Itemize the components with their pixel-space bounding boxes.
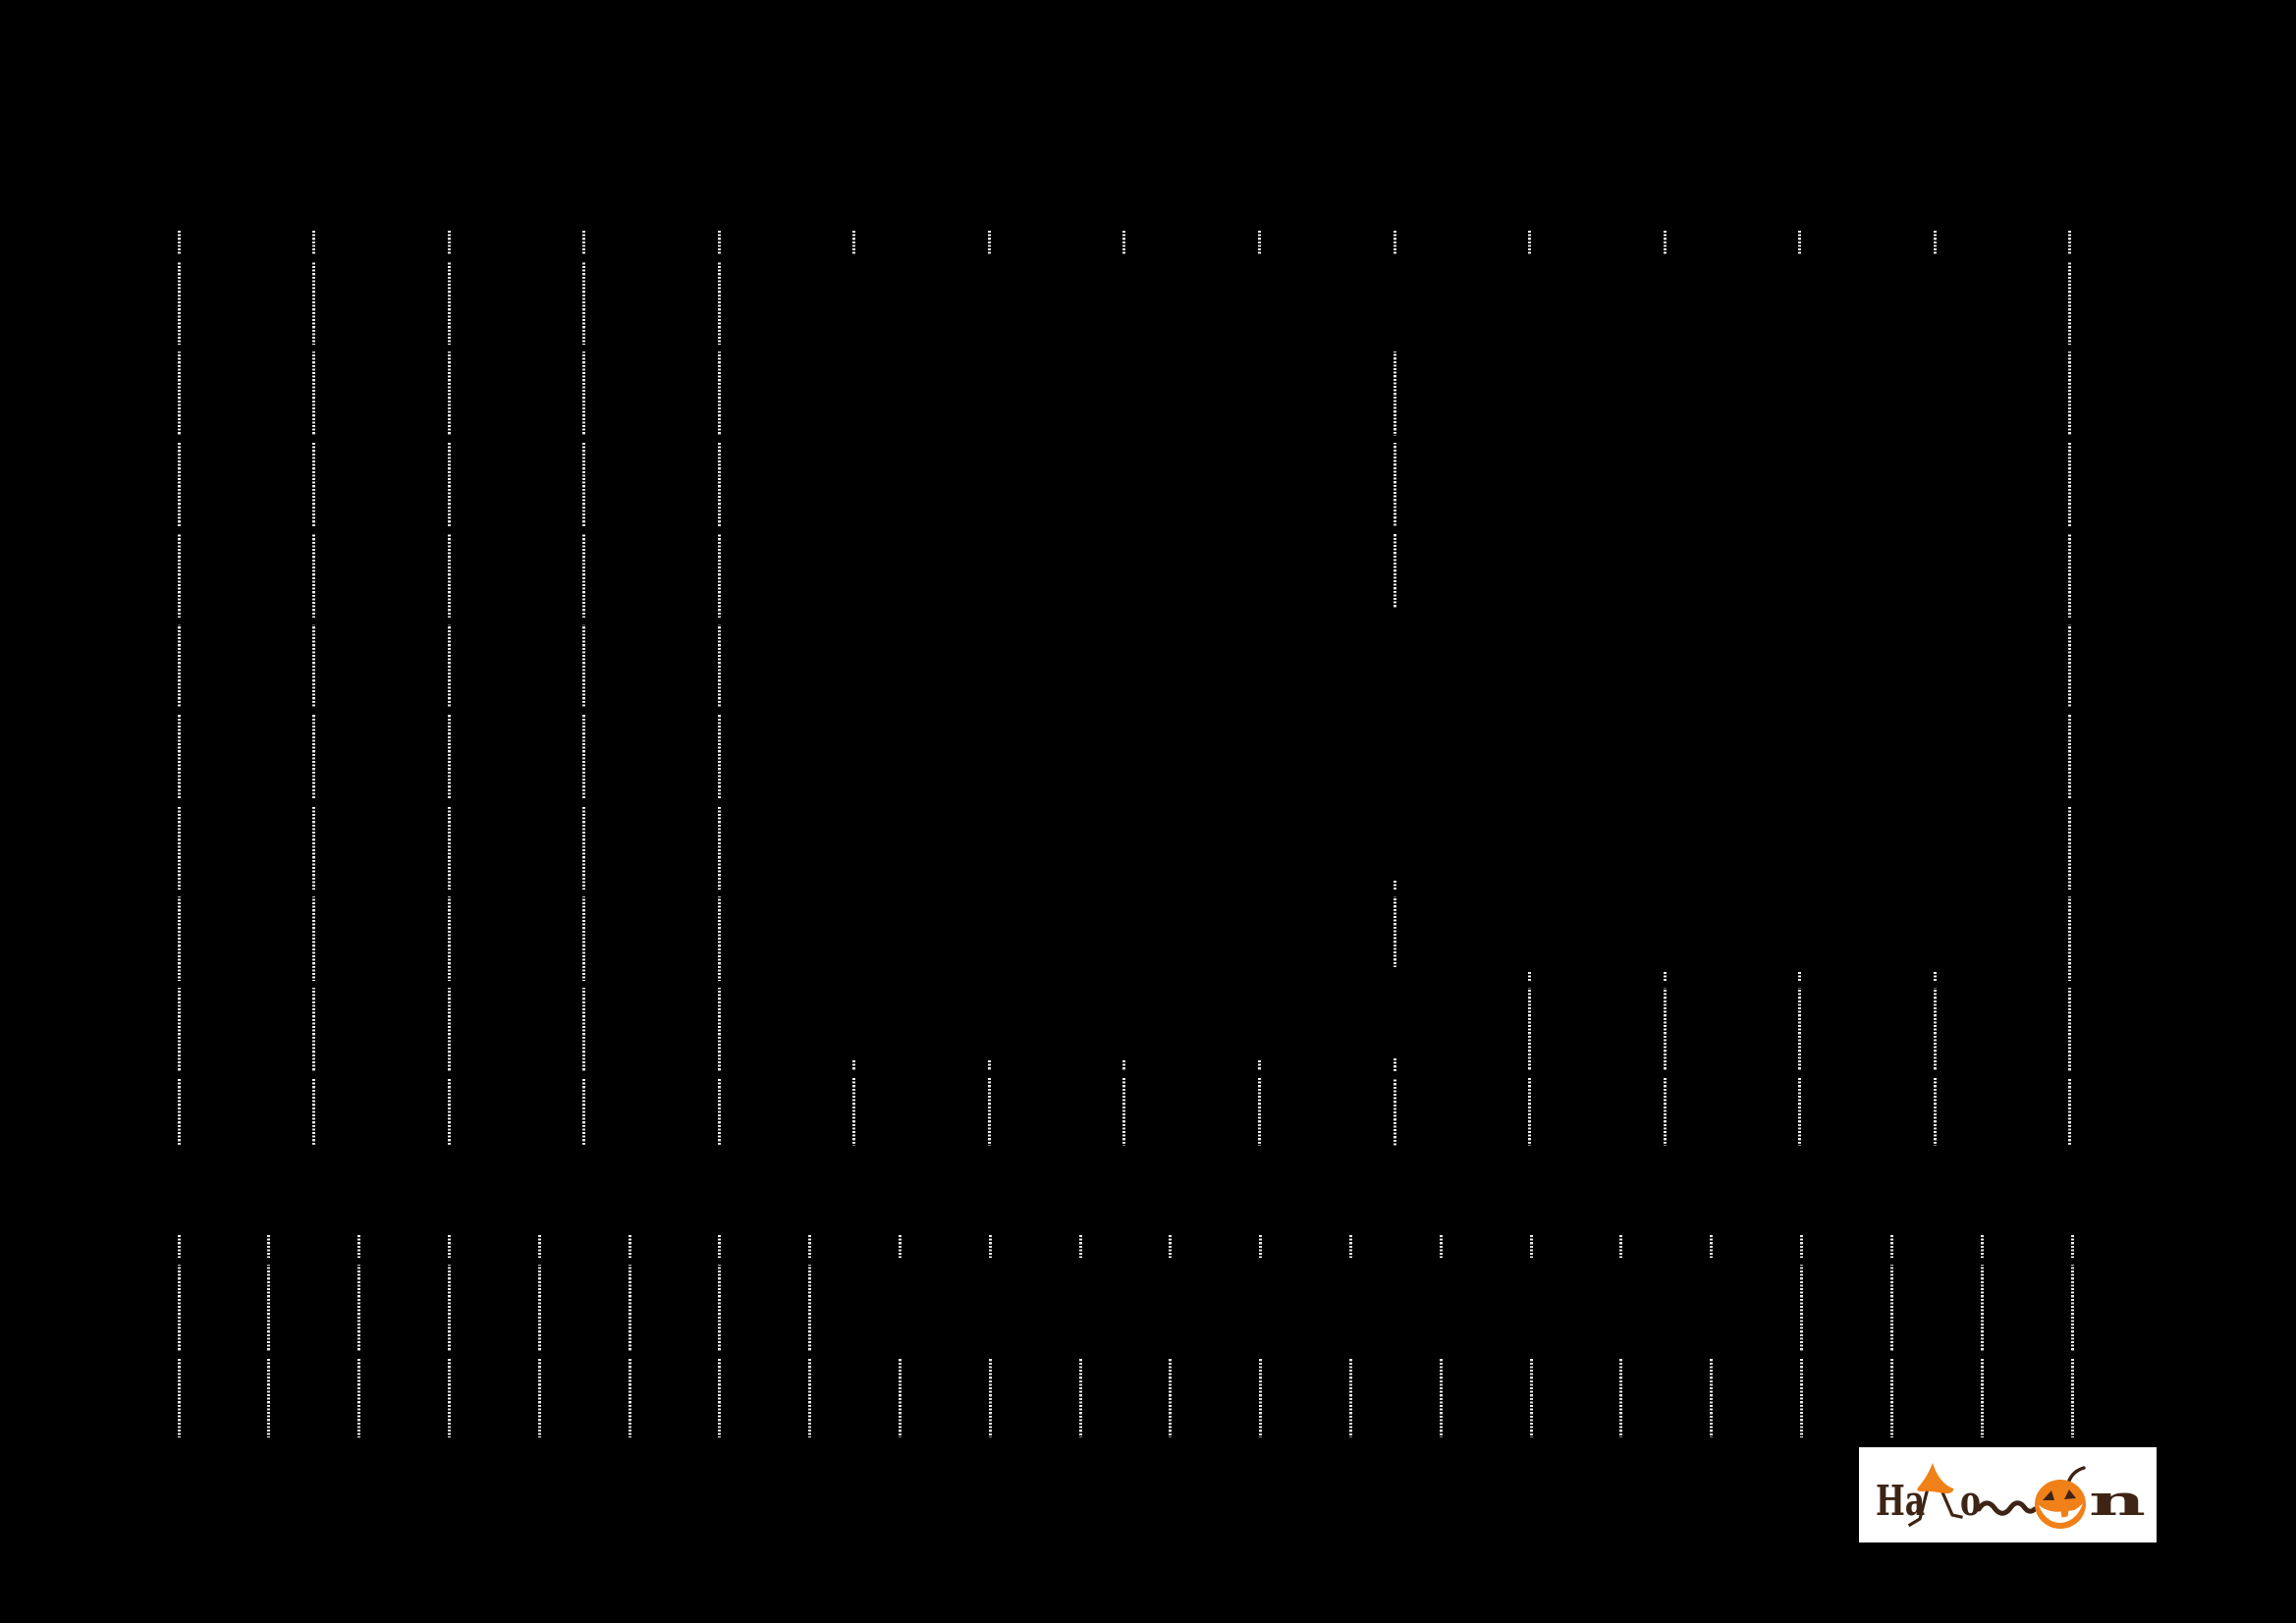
gridline-segment (1528, 972, 1532, 1146)
gridline-segment (1889, 1235, 1893, 1437)
gridline-segment (1078, 1235, 1082, 1261)
grid-gap-bar (167, 435, 2084, 443)
gridline-segment (1259, 1235, 1263, 1261)
gridline-segment (357, 1235, 361, 1437)
gridline-segment (898, 1352, 902, 1437)
gridline-segment (447, 1235, 451, 1437)
gridline-segment (582, 231, 586, 1146)
gridline-segment (628, 1235, 631, 1437)
gridline-segment (1439, 1235, 1443, 1261)
grid-gap-bar (167, 1071, 2084, 1078)
gridline-segment (988, 1352, 992, 1437)
gridline-segment (852, 231, 856, 257)
gridline-segment (1619, 1235, 1623, 1261)
witch-hat-icon (1917, 1463, 1954, 1494)
gridline-segment (1169, 1352, 1173, 1437)
gridline-segment (1393, 881, 1396, 967)
grid-gap-bar (167, 1351, 2084, 1359)
gridline-segment (898, 1235, 902, 1261)
gridline-segment (1529, 1352, 1533, 1437)
grid-gap-bar (167, 798, 2084, 806)
gridline-segment (1798, 231, 1802, 257)
pumpkin-left-eye (2043, 1490, 2054, 1500)
gridline-segment (1393, 351, 1396, 609)
logo-text-n: n (2089, 1477, 2147, 1525)
logo-art (1907, 1463, 2086, 1529)
gridline-segment (1528, 231, 1532, 257)
gridline-segment (1980, 1235, 1984, 1437)
tilde-swash (1976, 1500, 2038, 1516)
grid-gap-bar (167, 980, 2084, 988)
pumpkin-stem-icon (2067, 1466, 2086, 1483)
gridline-segment (2070, 1235, 2074, 1437)
grid-gap-bar (167, 526, 2084, 533)
grid-gap-bar (167, 617, 2084, 624)
logo-text-ha: Ha (1876, 1477, 1926, 1525)
grid-gap-bar (167, 345, 2084, 352)
gridline-segment (1393, 1058, 1396, 1146)
gridline-segment (1529, 1235, 1533, 1261)
gridline-segment (537, 1235, 541, 1437)
gridline-segment (1349, 1352, 1353, 1437)
gridline-segment (988, 1235, 992, 1261)
gridline-segment (1078, 1352, 1082, 1437)
grid-gap-bar (167, 708, 2084, 715)
gridline-segment (447, 231, 451, 1146)
gridline-segment (1798, 972, 1802, 1146)
gridline-segment (1663, 972, 1667, 1146)
gridline-segment (1710, 1352, 1714, 1437)
gridline-segment (1663, 231, 1667, 257)
gridline-segment (177, 231, 181, 1146)
grid-gap-bar (167, 253, 2084, 261)
pumpkin-right-eye (2064, 1489, 2076, 1499)
gridline-segment (1933, 231, 1937, 257)
gridline-segment (312, 231, 316, 1146)
gridline-segment (1122, 1060, 1126, 1146)
halloon-logo-watermark: Ha o n (1859, 1447, 2157, 1542)
gridline-segment (1258, 1060, 1262, 1146)
gridline-segment (177, 1235, 181, 1437)
gridline-segment (1800, 1235, 1804, 1437)
gridline-segment (1393, 231, 1396, 257)
gridline-segment (1258, 231, 1262, 257)
gridline-segment (1619, 1352, 1623, 1437)
gridline-segment (717, 231, 721, 1146)
gridline-segment (1122, 231, 1126, 257)
gridline-segment (1710, 1235, 1714, 1261)
grid-gap-bar (167, 890, 2084, 896)
gridline-segment (852, 1060, 856, 1146)
gridline-segment (2068, 231, 2072, 1146)
logo-text-o: o (1960, 1477, 1982, 1525)
gridline-segment (718, 1235, 722, 1437)
pumpkin-mouth (2039, 1503, 2083, 1524)
gridline-segment (987, 231, 991, 257)
gridline-segment (267, 1235, 271, 1437)
gridline-segment (987, 1060, 991, 1146)
grid-gap-bar (167, 1257, 2084, 1265)
gridline-segment (1169, 1235, 1173, 1261)
gridline-segment (1439, 1352, 1443, 1437)
gridline-segment (808, 1235, 812, 1437)
gridline-segment (1933, 972, 1937, 1146)
gridline-segment (1259, 1352, 1263, 1437)
gridline-segment (1349, 1235, 1353, 1261)
